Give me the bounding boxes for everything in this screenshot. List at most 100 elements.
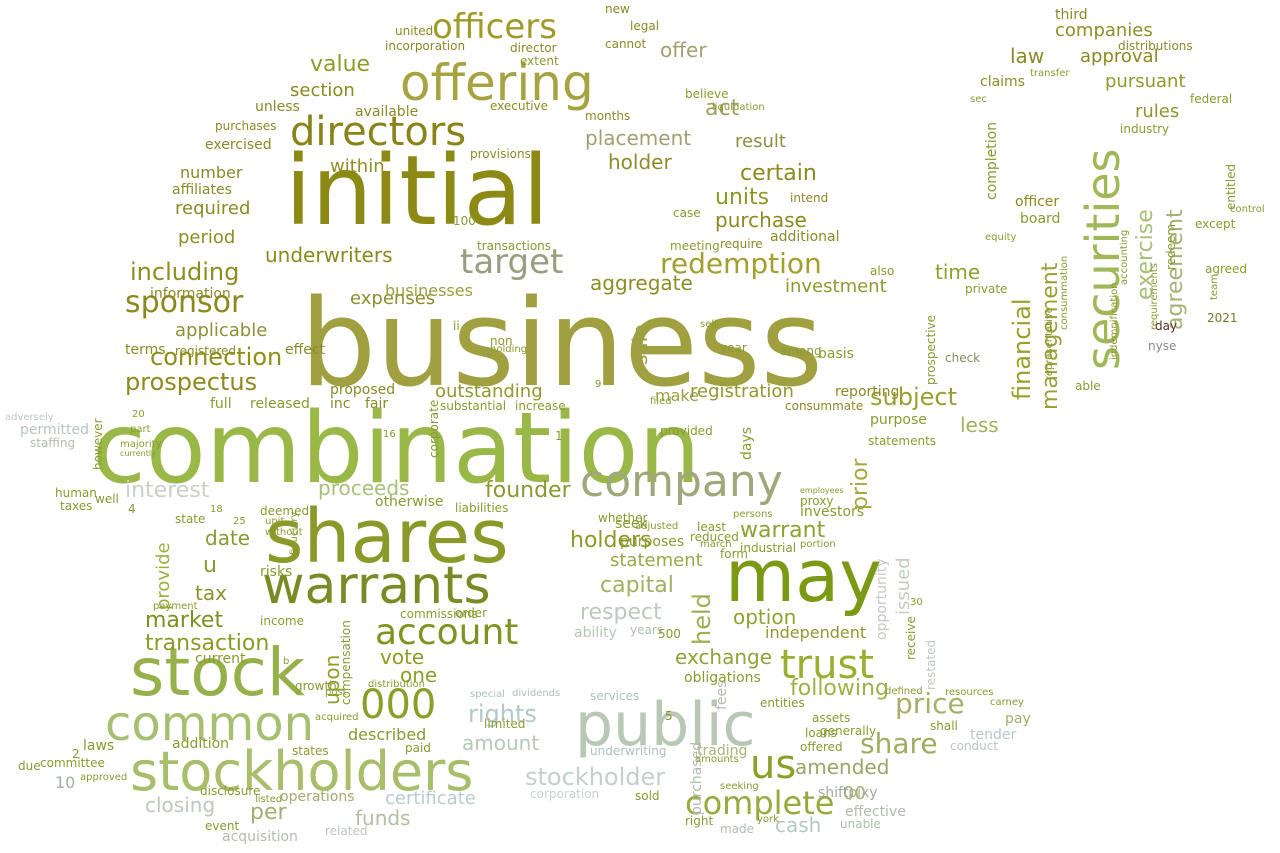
cloud-word: cannot [605,38,646,50]
cloud-word: part [130,425,151,435]
cloud-word: portion [800,540,836,550]
cloud-word: dividends [512,689,560,699]
cloud-word: company [580,460,783,504]
cloud-word: corporate [428,400,440,458]
cloud-word: sec [970,95,987,105]
cloud-word: distributions [1118,40,1193,52]
cloud-word: industrial [740,542,796,554]
cloud-word: representative [1045,307,1055,380]
cloud-word: 1 [555,430,563,442]
cloud-word: claims [980,75,1025,89]
cloud-word: capital [600,575,674,597]
cloud-word: agreed [1205,263,1247,275]
cloud-word: however [92,418,104,470]
cloud-word: unit [265,517,284,527]
cloud-word: board [1020,212,1060,226]
cloud-word: shall [930,720,958,732]
cloud-word: consummation [1060,256,1070,330]
cloud-word: prior [850,458,872,510]
cloud-word: growth [295,680,337,692]
cloud-word: provided [660,425,713,437]
cloud-word: director [510,42,557,54]
cloud-word: legal [630,20,659,32]
cloud-word: section [290,82,355,100]
cloud-word: purpose [870,413,927,427]
cloud-word: applicable [175,322,267,340]
cloud-word: liquidation [712,103,765,113]
cloud-word: addition [172,737,229,751]
cloud-word: warrants [262,560,491,612]
cloud-word: services [590,690,639,702]
cloud-word: exchange [675,647,772,667]
cloud-word: indemnification [1110,282,1120,360]
cloud-word: corporation [530,788,599,800]
cloud-word: order [455,607,487,619]
cloud-word: information [150,287,231,301]
cloud-word: redeem [1165,224,1177,270]
cloud-word: including [130,260,239,284]
cloud-word: affiliates [172,183,232,197]
cloud-word: held [690,593,714,645]
cloud-word: increase [515,400,566,412]
cloud-word: 2 [72,748,80,760]
cloud-word: 000 [360,685,436,725]
cloud-word: pursuant [1105,73,1186,91]
cloud-word: proposed [330,383,395,397]
cloud-word: meeting [670,240,720,252]
cloud-word: months [585,110,630,122]
cloud-word: terms [125,343,166,357]
cloud-word: 4 [128,503,136,515]
cloud-word: shiftpixy [818,786,878,800]
cloud-word: year [720,342,747,354]
cloud-word: additional [770,230,840,244]
cloud-word: basis [818,347,854,361]
cloud-word: aggregate [590,273,693,293]
cloud-word: states [292,745,329,757]
cloud-word: seeking [720,782,759,792]
cloud-word: approved [80,773,127,783]
cloud-word: law [1010,46,1044,66]
cloud-word: income [260,615,304,627]
cloud-word: control [1230,205,1265,215]
cloud-word: staffing [30,437,75,449]
cloud-word: 25 [233,517,246,527]
cloud-word: units [715,187,769,209]
cloud-word: unless [255,100,300,114]
cloud-word: registered [175,345,236,357]
cloud-word: entities [760,697,805,709]
cloud-word: full [210,397,232,411]
cloud-word: federal [1190,93,1232,105]
cloud-word: disclosure [200,785,260,797]
cloud-word: founder [485,480,571,502]
cloud-word: date [205,528,250,548]
cloud-word: provisions [470,148,531,160]
cloud-word: less [960,415,999,435]
cloud-word: amounts [695,755,739,765]
cloud-word: stockholder [525,765,665,789]
cloud-word: statements [868,435,936,447]
cloud-word: without [265,528,303,538]
cloud-word: adjusted [635,522,678,532]
cloud-word: conduct [950,740,998,752]
cloud-word: required [175,200,250,218]
cloud-word: closing [145,795,215,815]
cloud-word: well [95,493,119,505]
cloud-word: case [673,207,701,219]
cloud-word: made [720,823,754,835]
cloud-word: investment [785,278,887,296]
cloud-word: reporting [835,385,899,399]
cloud-word: able [1075,380,1101,392]
cloud-word: 2021 [1207,312,1238,324]
cloud-word: acquired [315,713,358,723]
cloud-word: requirements [1150,263,1160,330]
cloud-word: cash [775,815,821,835]
cloud-word: following [790,678,889,700]
cloud-word: opportunity [875,558,889,640]
cloud-word: u [203,555,217,577]
cloud-word: liabilities [455,502,508,514]
cloud-word: restated [925,640,937,690]
cloud-word: event [205,820,239,832]
cloud-word: listed [255,795,282,805]
cloud-word: transactions [477,240,551,252]
